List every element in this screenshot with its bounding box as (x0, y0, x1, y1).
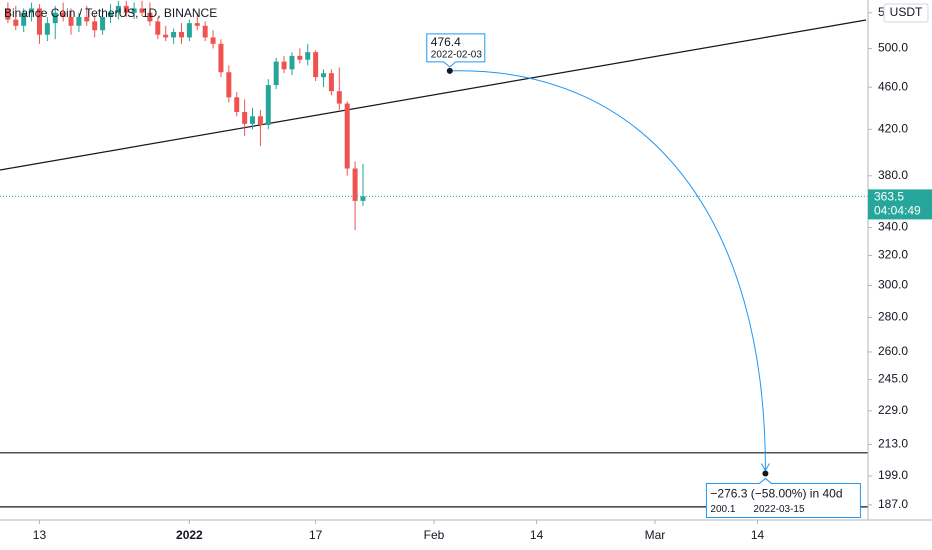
candle-body (147, 12, 153, 22)
y-tick-label: 460.0 (878, 79, 908, 93)
candle-body (265, 85, 271, 125)
axis: 187.0 199.0 213.0 229.0 245.0 260.0 280.0 300.0… (33, 5, 932, 542)
candle-body (139, 8, 145, 13)
x-tick-label: Feb (424, 528, 445, 542)
y-tick-label: 187.0 (878, 497, 908, 511)
candle-body (163, 34, 169, 38)
candle-body (36, 8, 42, 35)
y-tick-label: 245.0 (878, 372, 908, 386)
y-tick-label: 340.0 (878, 220, 908, 234)
candle-body (226, 72, 232, 98)
candle-body (289, 55, 295, 70)
countdown-label: 04:04:49 (874, 204, 921, 218)
end-box (705, 477, 861, 518)
candle-body (171, 32, 177, 38)
candle-body (123, 5, 129, 13)
end-value: 200.1 (710, 504, 735, 515)
y-tick-label: 260.0 (878, 344, 908, 358)
y-tick-label: 300.0 (878, 278, 908, 292)
candle-body (29, 8, 35, 13)
x-tick-label: Mar (645, 528, 666, 542)
candle-body (194, 23, 200, 26)
candle-body (328, 73, 334, 92)
candle-body (178, 32, 184, 38)
start-box (426, 33, 486, 68)
candle-body (92, 21, 98, 31)
x-tick-label: 13 (33, 528, 47, 542)
y-tick-label: 229.0 (878, 403, 908, 417)
projection-arc (449, 70, 766, 470)
candle-body (360, 196, 366, 201)
candle-body (210, 37, 216, 44)
candle-body (202, 25, 208, 38)
currency: USDT (890, 5, 923, 19)
candle-body (13, 19, 19, 26)
start-point (446, 67, 453, 74)
candle-body (155, 21, 161, 35)
candle-body (60, 12, 66, 18)
candle-body (344, 103, 350, 169)
y-tick-label: 320.0 (878, 248, 908, 262)
candle-body (107, 12, 113, 18)
candle-body (52, 12, 58, 24)
candle-body (321, 73, 327, 78)
y-tick-label: 213.0 (878, 437, 908, 451)
currency-box[interactable] (883, 3, 929, 23)
last-price-box (868, 189, 932, 220)
candle-body (44, 23, 50, 35)
end-date: 2022-03-15 (753, 504, 805, 515)
candle-body (257, 116, 263, 125)
candle-body (100, 17, 106, 31)
candle-body (281, 61, 287, 70)
y-tick-label: 500.0 (878, 41, 908, 55)
candle-body (76, 17, 82, 26)
chart-title: Binance Coin / TetherUS, 1D, BINANCE (4, 6, 217, 20)
candle-body (250, 116, 256, 124)
candle-body (352, 168, 358, 201)
end-point (762, 470, 769, 477)
candle-body (115, 5, 121, 13)
y-tick-label: 380.0 (878, 168, 908, 182)
candle-body (336, 91, 342, 104)
candle-body (273, 61, 279, 86)
start-date: 2022-02-03 (431, 50, 483, 61)
x-tick-label: 2022 (176, 528, 203, 542)
candle-body (186, 23, 192, 38)
candle-body (5, 8, 11, 20)
trend-line (0, 19, 867, 171)
candle-body (131, 8, 137, 13)
candle-body (313, 52, 319, 78)
candle-body (218, 43, 224, 73)
y-tick-label: 420.0 (878, 122, 908, 136)
start-value: 476.4 (431, 35, 461, 49)
candle-body (84, 17, 90, 22)
y-tick-label: 280.0 (878, 310, 908, 324)
x-tick-label: 14 (530, 528, 544, 542)
candle-body (234, 97, 240, 112)
candle-body (21, 12, 27, 26)
last-price-label: 363.5 (874, 190, 904, 204)
candle-body (297, 55, 303, 60)
x-tick-label: 14 (751, 528, 765, 542)
x-tick-label: 17 (309, 528, 323, 542)
y-tick-label: 199.0 (878, 468, 908, 482)
arrow-head (760, 463, 770, 472)
candle-body (68, 17, 74, 26)
change-label: −276.3 (−58.00%) in 40d (710, 487, 842, 501)
candle-body (242, 111, 248, 124)
candle-body (305, 52, 311, 60)
